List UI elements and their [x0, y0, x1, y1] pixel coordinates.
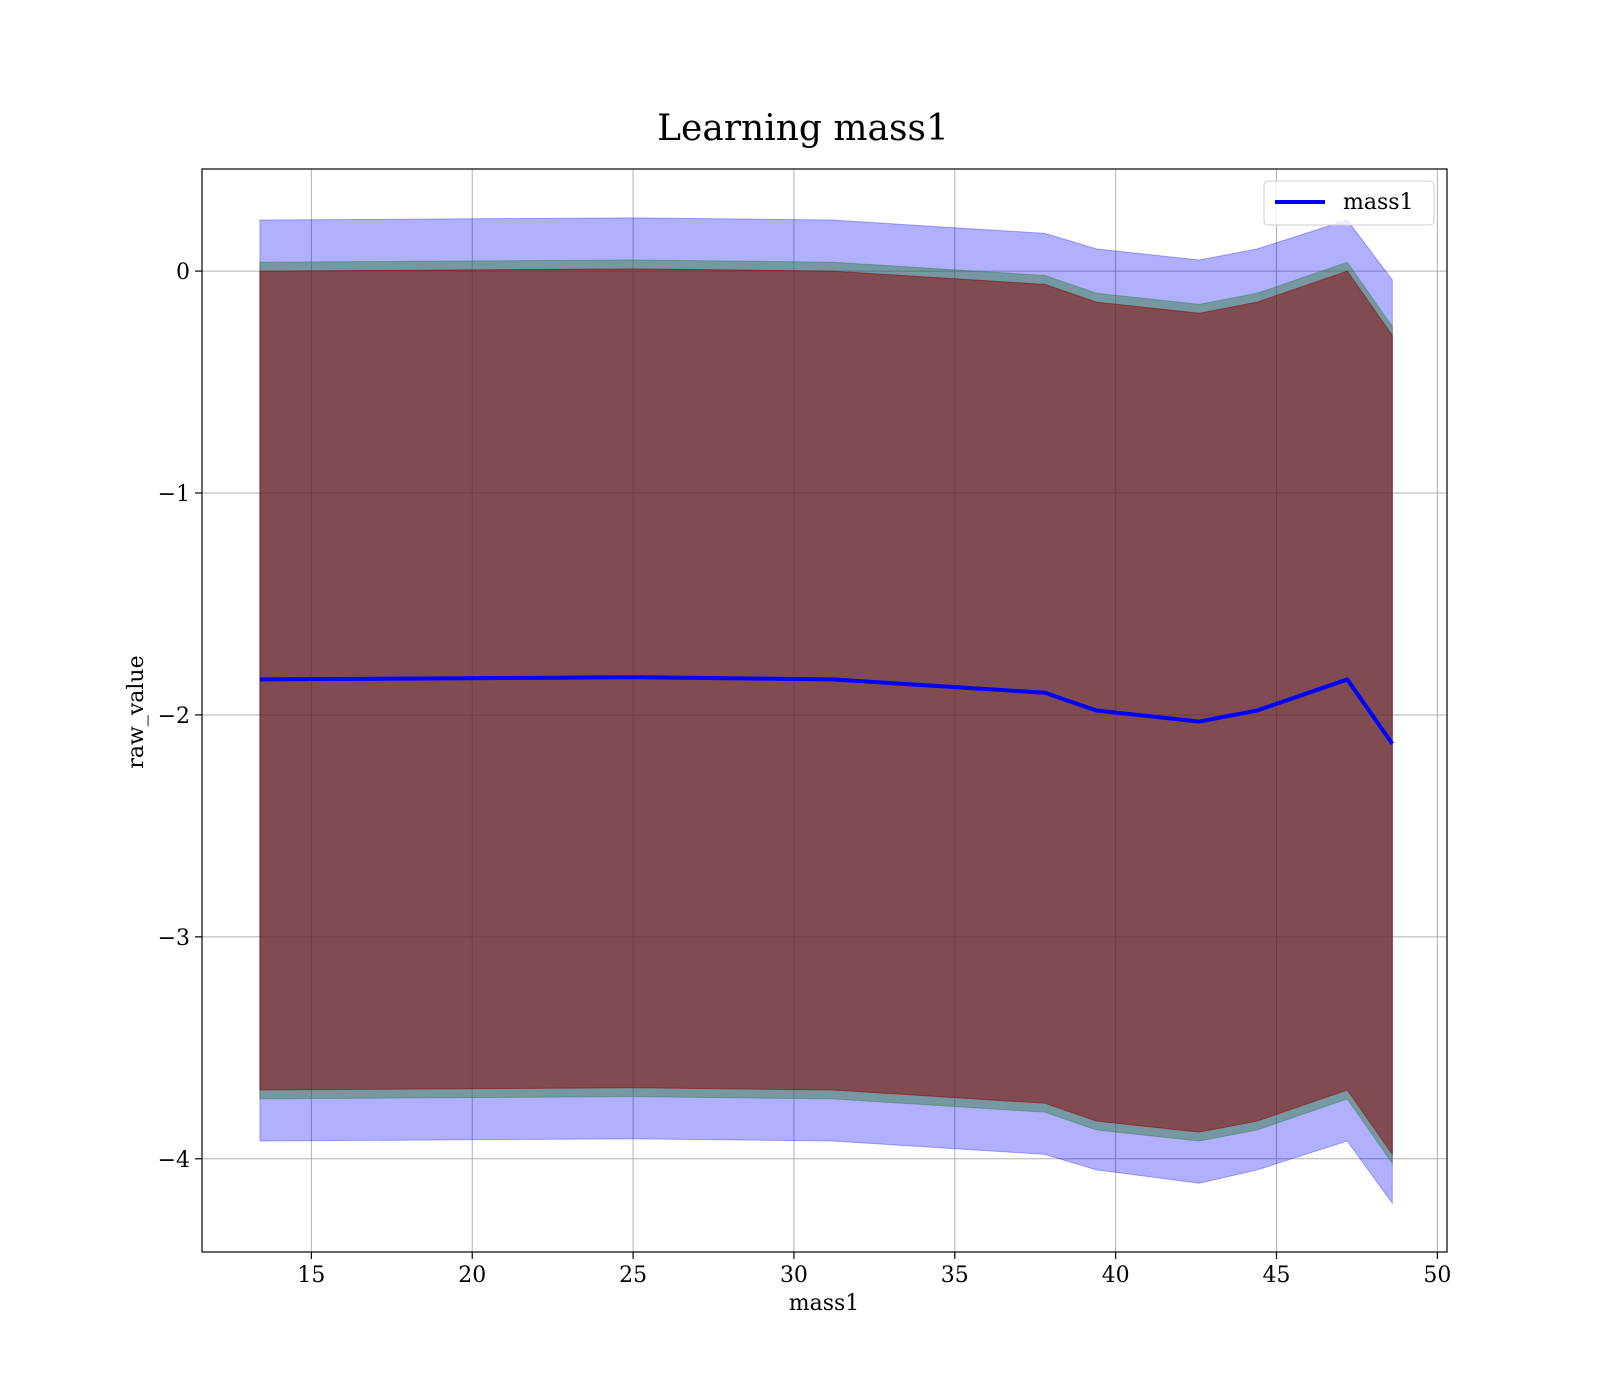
- x-tick-label: 15: [297, 1263, 325, 1288]
- x-axis-label: mass1: [789, 1291, 860, 1316]
- y-tick-label: 0: [176, 260, 190, 285]
- x-axis-ticks: 15 20 25 30 35 40 45 50: [297, 1252, 1451, 1288]
- x-tick-label: 35: [941, 1263, 969, 1288]
- y-tick-label: −2: [158, 704, 190, 729]
- x-tick-label: 50: [1423, 1263, 1451, 1288]
- x-tick-label: 25: [619, 1263, 647, 1288]
- plot-frame: [201, 168, 1448, 1253]
- y-axis-label: raw_value: [124, 655, 149, 768]
- y-tick-label: −4: [158, 1148, 190, 1173]
- y-axis-ticks: 0 −1 −2 −3 −4: [158, 260, 202, 1173]
- inner-band: [259, 268, 1393, 1156]
- x-tick-label: 30: [780, 1263, 808, 1288]
- x-tick-label: 20: [458, 1263, 486, 1288]
- confidence-bands: [259, 217, 1393, 1205]
- y-tick-label: −3: [158, 926, 190, 951]
- chart-title: Learning mass1: [657, 108, 949, 149]
- legend-box: [1263, 180, 1435, 226]
- x-tick-label: 45: [1262, 1263, 1290, 1288]
- legend-label: mass1: [1343, 190, 1414, 215]
- legend: mass1: [1263, 180, 1435, 226]
- x-tick-label: 40: [1102, 1263, 1130, 1288]
- y-tick-label: −1: [158, 482, 190, 507]
- series-lines: [259, 675, 1394, 745]
